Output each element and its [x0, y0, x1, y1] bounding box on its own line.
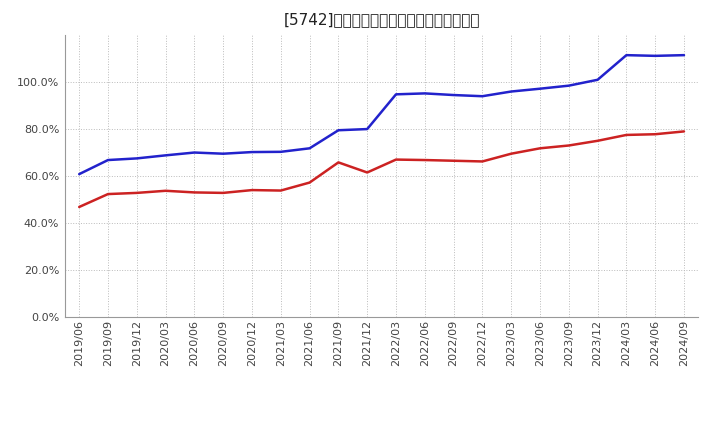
Title: [5742]　固定比率、固定長期適合率の推移: [5742] 固定比率、固定長期適合率の推移 — [284, 12, 480, 27]
